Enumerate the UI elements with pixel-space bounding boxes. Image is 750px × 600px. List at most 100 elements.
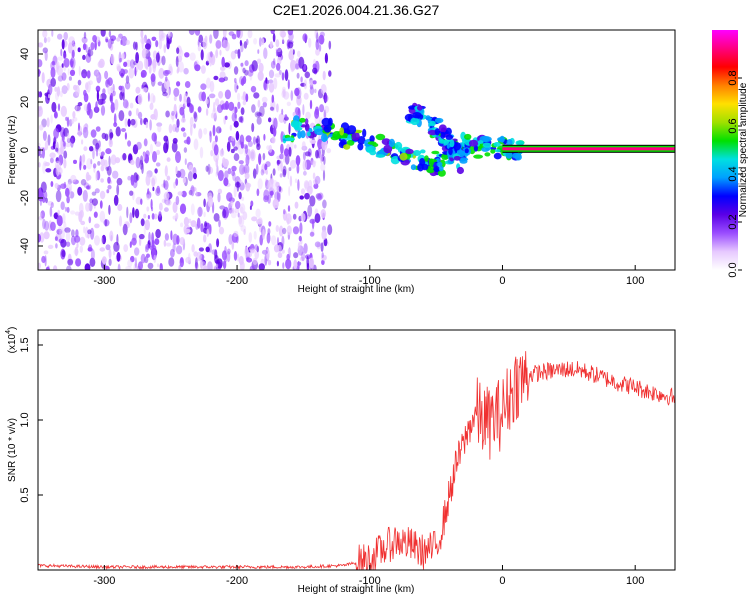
- heatmap-cell: [94, 235, 100, 246]
- heatmap-cell: [213, 75, 219, 81]
- heatmap-cell: [321, 259, 325, 265]
- heatmap-cell: [176, 235, 180, 245]
- heatmap-cell: [166, 39, 170, 50]
- heatmap-cell: [73, 159, 77, 164]
- heatmap-cell: [319, 31, 325, 38]
- heatmap-cell: [247, 252, 252, 258]
- heatmap-cell: [43, 191, 48, 200]
- heatmap-cell: [62, 52, 67, 60]
- heatmap-cell: [201, 91, 207, 102]
- heatmap-cell: [176, 81, 181, 87]
- heatmap-cell: [163, 192, 170, 201]
- x-tick-label: 100: [626, 575, 644, 587]
- heatmap-cell: [101, 256, 107, 265]
- heatmap-cell: [129, 241, 132, 249]
- heatmap-cell: [256, 245, 259, 253]
- heatmap-cell: [183, 67, 189, 75]
- heatmap-cell: [227, 167, 232, 175]
- heatmap-cell: [168, 123, 173, 134]
- heatmap-cell: [79, 155, 82, 167]
- heatmap-cell: [74, 104, 78, 111]
- heatmap-cell: [71, 229, 75, 237]
- heatmap-cell: [303, 92, 309, 100]
- heatmap-cell: [351, 132, 360, 141]
- heatmap-cell: [193, 251, 198, 257]
- heatmap-cell: [275, 39, 280, 48]
- heatmap-cell: [81, 73, 87, 78]
- heatmap-cell: [116, 177, 123, 186]
- heatmap-cell: [152, 95, 156, 103]
- heatmap-cell: [305, 111, 311, 120]
- heatmap-cell: [288, 167, 292, 172]
- heatmap-cell: [324, 105, 330, 114]
- heatmap-cell: [151, 132, 157, 142]
- heatmap-cell: [121, 53, 125, 60]
- heatmap-cell: [239, 203, 246, 215]
- heatmap-cell: [112, 83, 115, 93]
- heatmap-cell: [234, 81, 238, 93]
- heatmap-cell: [250, 85, 257, 93]
- heatmap-cell: [48, 83, 53, 95]
- heatmap-cell: [375, 154, 385, 158]
- heatmap-cell: [99, 190, 106, 200]
- heatmap-cell: [213, 265, 217, 270]
- heatmap-cell: [298, 235, 302, 242]
- heatmap-cell: [108, 248, 112, 259]
- heatmap-cell: [122, 69, 128, 74]
- heatmap-cell: [231, 170, 236, 177]
- heatmap-cell: [209, 93, 216, 99]
- heatmap-cell: [215, 39, 222, 49]
- heatmap-cell: [257, 99, 261, 108]
- heatmap-cell: [288, 146, 292, 157]
- heatmap-cell: [125, 39, 130, 46]
- heatmap-cell: [45, 266, 50, 270]
- heatmap-cell: [184, 52, 190, 58]
- heatmap-cell: [282, 168, 287, 178]
- heatmap-cell: [151, 232, 155, 244]
- heatmap-cell: [238, 255, 244, 266]
- heatmap-cell: [297, 179, 300, 191]
- heatmap-cell: [261, 37, 265, 46]
- heatmap-cell: [56, 215, 63, 227]
- heatmap-cell: [281, 249, 285, 254]
- colorbar-tick-label: 0.8: [727, 70, 739, 85]
- heatmap-cell: [70, 137, 74, 148]
- heatmap-cell: [256, 112, 263, 117]
- heatmap-cell: [95, 101, 98, 113]
- heatmap-cell: [270, 60, 276, 69]
- heatmap-cell: [205, 98, 209, 105]
- heatmap-cell: [92, 148, 95, 160]
- heatmap-cell: [165, 138, 169, 150]
- heatmap-cell: [261, 96, 268, 103]
- heatmap-cell: [412, 150, 422, 156]
- heatmap-cell: [247, 69, 254, 77]
- heatmap-cell: [420, 149, 426, 154]
- heatmap-cell: [473, 154, 483, 159]
- heatmap-cell: [449, 139, 455, 148]
- heatmap-cell: [135, 108, 139, 116]
- heatmap-cell: [96, 89, 99, 102]
- heatmap-cell: [434, 117, 444, 124]
- colorbar-tick-label: 0.6: [727, 118, 739, 133]
- heatmap-cell: [221, 56, 225, 68]
- heatmap-cell: [207, 195, 214, 208]
- heatmap-cell: [239, 39, 242, 47]
- heatmap-cell: [257, 217, 263, 227]
- heatmap-cell: [184, 158, 187, 166]
- heatmap-cell: [155, 162, 161, 167]
- heatmap-cell: [296, 87, 302, 100]
- heatmap-cell: [254, 111, 261, 118]
- heatmap-cell: [112, 250, 116, 256]
- heatmap-cell: [106, 165, 112, 176]
- heatmap-cell: [170, 230, 173, 241]
- heatmap-cell: [124, 132, 127, 140]
- heatmap-cell: [47, 36, 51, 43]
- heatmap-cell: [217, 170, 224, 182]
- heatmap-cell: [85, 53, 92, 63]
- heatmap-cell: [143, 151, 146, 161]
- heatmap-cell: [448, 147, 453, 156]
- heatmap-cell: [217, 188, 223, 194]
- heatmap-cell: [251, 104, 256, 113]
- heatmap-cell: [438, 165, 444, 172]
- heatmap-cell: [322, 199, 327, 209]
